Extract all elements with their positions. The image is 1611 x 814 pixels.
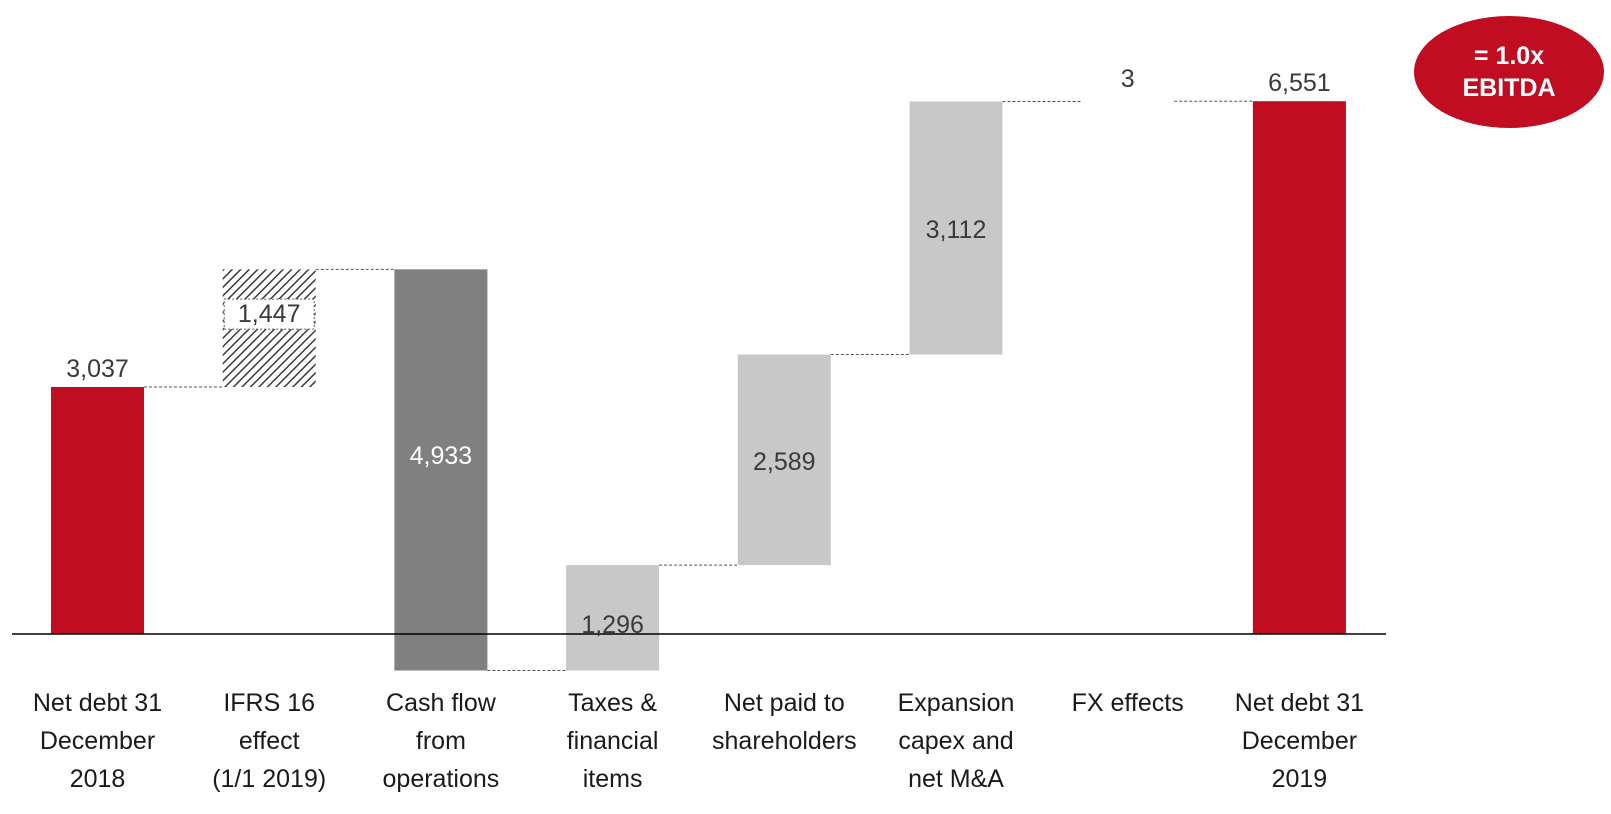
value-label-3: 1,296 <box>581 611 644 639</box>
category-label-0-line-2: 2018 <box>70 765 126 793</box>
bar-0 <box>51 387 144 634</box>
category-label-1-line-2: (1/1 2019) <box>212 765 326 793</box>
category-label-5-line-2: net M&A <box>908 765 1004 793</box>
category-label-1-line-0: IFRS 16 <box>223 689 315 717</box>
category-label-1-line-1: effect <box>239 727 300 755</box>
category-label-4-line-0: Net paid to <box>724 689 845 717</box>
leverage-badge: = 1.0x EBITDA <box>1414 16 1604 128</box>
category-label-3-line-0: Taxes & <box>568 689 657 717</box>
category-label-7-line-1: December <box>1242 727 1357 755</box>
category-label-2-line-1: from <box>416 727 466 755</box>
bar-2 <box>394 269 488 671</box>
value-label-0: 3,037 <box>66 355 129 383</box>
category-label-2-line-0: Cash flow <box>386 689 497 717</box>
value-label-6: 3 <box>1121 65 1135 93</box>
bar-4 <box>737 354 831 566</box>
value-label-7: 6,551 <box>1268 69 1331 97</box>
bar-3 <box>566 565 660 671</box>
category-label-0-line-0: Net debt 31 <box>33 689 162 717</box>
category-label-7-line-0: Net debt 31 <box>1235 689 1364 717</box>
category-label-5-line-1: capex and <box>898 727 1013 755</box>
value-label-5: 3,112 <box>926 216 987 244</box>
category-label-6-line-0: FX effects <box>1072 689 1184 717</box>
category-label-3-line-1: financial <box>567 727 659 755</box>
badge-line-2: EBITDA <box>1462 74 1556 102</box>
bar-5 <box>909 101 1003 355</box>
badge-line-1: = 1.0x <box>1473 42 1545 70</box>
value-label-1: 1,447 <box>238 300 301 328</box>
value-label-2: 4,933 <box>410 442 473 470</box>
category-label-3-line-2: items <box>583 765 643 793</box>
category-label-5-line-0: Expansion <box>898 689 1015 717</box>
category-label-4-line-1: shareholders <box>712 727 857 755</box>
value-label-bg-1 <box>223 298 315 330</box>
value-label-4: 2,589 <box>753 448 816 476</box>
category-label-0-line-1: December <box>40 727 155 755</box>
category-label-7-line-2: 2019 <box>1272 765 1328 793</box>
bar-7 <box>1252 101 1346 635</box>
category-label-2-line-2: operations <box>383 765 500 793</box>
